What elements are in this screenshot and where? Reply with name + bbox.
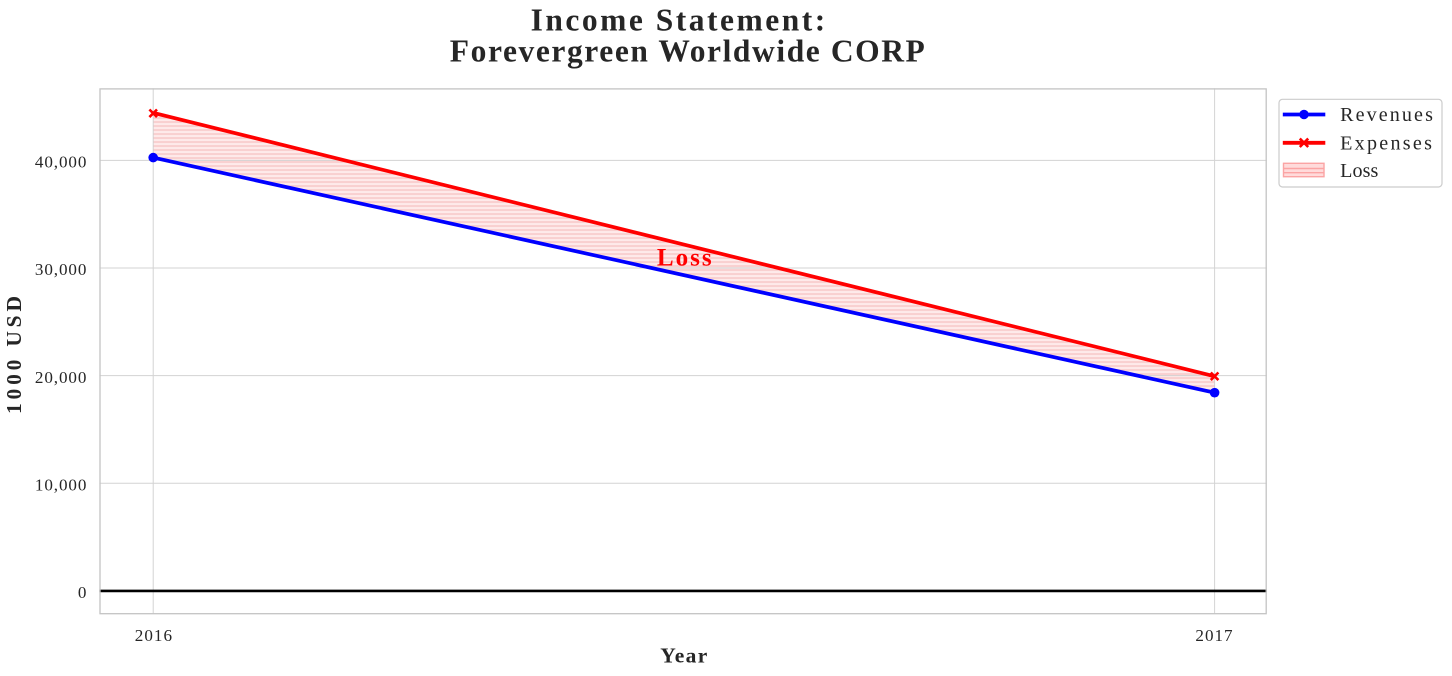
svg-text:Year: Year [660,644,707,668]
svg-text:40,000: 40,000 [35,153,86,172]
svg-text:2016: 2016 [135,626,173,645]
svg-text:Loss: Loss [1340,160,1378,182]
svg-text:2017: 2017 [1195,626,1233,645]
svg-text:Revenues: Revenues [1340,104,1433,126]
svg-text:1000 USD: 1000 USD [2,296,26,414]
svg-text:10,000: 10,000 [35,476,86,495]
svg-text:Forevergreen Worldwide CORP: Forevergreen Worldwide CORP [450,34,925,69]
svg-text:20,000: 20,000 [35,368,86,387]
svg-text:0: 0 [78,583,87,602]
svg-text:Expenses: Expenses [1340,133,1432,155]
svg-text:Income Statement:: Income Statement: [531,2,826,37]
svg-text:30,000: 30,000 [35,260,86,279]
svg-text:Loss: Loss [657,245,712,272]
